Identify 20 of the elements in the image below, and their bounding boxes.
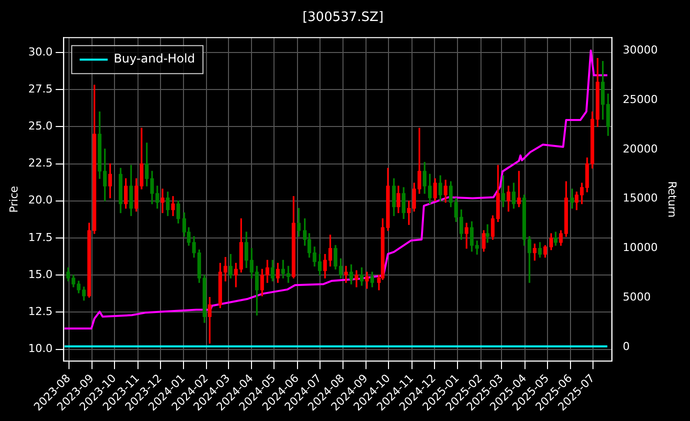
y2-axis-title: Return [666,181,679,218]
y-tick-label: 22.5 [28,156,53,170]
y-tick-label: 10.0 [28,342,53,356]
y-tick-label: 12.5 [28,305,53,318]
y2-tick-label: 20000 [622,142,658,156]
y-tick-label: 17.5 [28,230,53,244]
y-tick-label: 15.0 [28,268,53,281]
y2-tick-label: 10000 [622,241,658,254]
chart-title: [300537.SZ] [302,10,384,26]
y2-tick-label: 15000 [622,192,658,205]
y2-tick-label: 25000 [622,92,658,106]
y-tick-label: 30.0 [28,45,53,58]
y-tick-label: 27.5 [28,82,53,96]
y-tick-label: 20.0 [28,194,53,207]
y-tick-label: 25.0 [28,120,53,133]
y2-tick-label: 30000 [622,43,658,56]
y-axis-title: Price [7,186,20,213]
y2-tick-label: 0 [622,340,630,354]
legend-label: Buy-and-Hold [114,52,195,66]
y2-tick-label: 5000 [622,290,651,304]
